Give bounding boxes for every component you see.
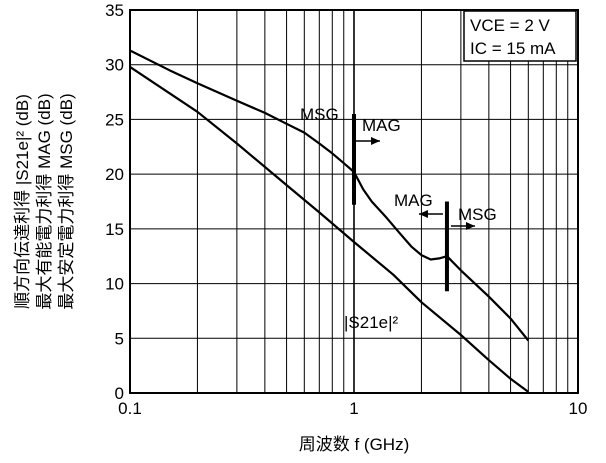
y-tick-label: 5 <box>115 329 124 348</box>
annotation-mag-left: MAG <box>394 191 433 210</box>
y-tick-label: 10 <box>105 275 124 294</box>
tick-labels: 0 5 10 15 20 25 30 35 0.1 1 10 <box>105 1 587 418</box>
annotation-mag-right: MAG <box>362 116 401 135</box>
x-tick-label: 10 <box>569 399 588 418</box>
conditions-box: VCE = 2 V IC = 15 mA <box>463 10 577 62</box>
y-tick-label: 0 <box>115 384 124 403</box>
y-axis-label-line-2: 最大有能電力利得 MAG (dB) <box>35 93 54 309</box>
msg-mag-curve <box>129 49 530 342</box>
y-axis-label-line-1: 順方向伝達利得 |S21e|² (dB) <box>13 94 32 309</box>
arrow-mag-left-head <box>418 210 428 218</box>
annotation-msg-right: MSG <box>458 205 497 224</box>
s21e-curve <box>129 65 529 393</box>
condition-vce: VCE = 2 V <box>470 16 551 35</box>
arrow-msg-right-head <box>465 222 475 230</box>
x-tick-label: 0.1 <box>118 399 142 418</box>
boundary-marks <box>352 113 475 292</box>
y-tick-label: 25 <box>105 110 124 129</box>
y-axis-label-line-3: 最大安定電力利得 MSG (dB) <box>57 93 76 309</box>
y-tick-label: 35 <box>105 1 124 20</box>
x-axis-label: 周波数 f (GHz) <box>299 435 410 454</box>
plot-frame <box>129 9 579 394</box>
y-tick-label: 30 <box>105 56 124 75</box>
arrow-mag-right-head <box>371 137 380 145</box>
y-tick-label: 20 <box>105 165 124 184</box>
condition-ic: IC = 15 mA <box>470 39 556 58</box>
x-tick-label: 1 <box>349 399 358 418</box>
annotation-s21e-curve: |S21e|² <box>344 313 399 332</box>
grid-lines <box>130 10 578 393</box>
conditions-box-frame <box>463 10 577 62</box>
y-tick-label: 15 <box>105 220 124 239</box>
annotation-msg-left: MSG <box>300 105 339 124</box>
data-curves <box>129 49 530 393</box>
